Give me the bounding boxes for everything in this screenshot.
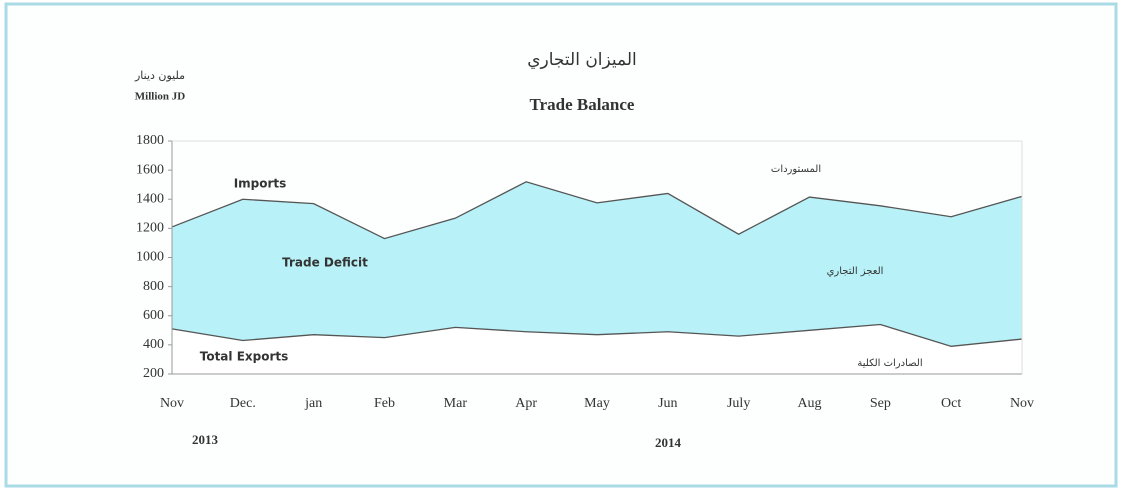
x-tick-label: Sep	[870, 396, 891, 411]
line	[171, 181, 1023, 240]
unit-label-ar: مليون دينار	[134, 69, 185, 82]
x-tick-label: Feb	[374, 396, 395, 411]
y-tick-label: 1600	[136, 162, 164, 177]
y-tick-label: 600	[143, 308, 164, 323]
x-tick-label: Mar	[444, 396, 468, 411]
annotation: Trade Deficit	[282, 256, 368, 270]
year-label: 2013	[192, 432, 219, 447]
x-tick-label: Nov	[1010, 396, 1034, 411]
y-tick-label: 800	[143, 279, 164, 294]
y-tick-label: 400	[143, 337, 164, 352]
chart-title: الميزان التجاري	[527, 50, 637, 70]
annotation: الصادرات الكلية	[857, 358, 922, 369]
x-tick-label: May	[584, 396, 610, 411]
x-tick-label: Aug	[797, 396, 821, 411]
y-tick-label: 1000	[136, 250, 164, 265]
x-tick-label: Apr	[515, 396, 537, 411]
chart-subtitle: Trade Balance	[530, 95, 635, 114]
y-tick-label: 1200	[136, 221, 164, 236]
area	[172, 324, 1022, 374]
x-tick-label: Nov	[160, 396, 184, 411]
y-tick-label: 1800	[136, 133, 164, 148]
y-tick-label: 1400	[136, 191, 164, 206]
unit-label: Million JD	[135, 91, 185, 103]
x-tick-label: jan	[304, 396, 322, 411]
x-tick-label: Oct	[941, 396, 961, 411]
area	[172, 181, 1022, 374]
series-label: Imports	[234, 177, 287, 191]
x-tick-label: Dec.	[230, 396, 256, 411]
series-label: Total Exports	[200, 350, 289, 364]
annotation: العجز التجاري	[827, 266, 884, 277]
line	[171, 323, 1023, 347]
year-label: 2014	[655, 435, 682, 450]
annotation: المستوردات	[771, 164, 821, 175]
x-tick-label: Jun	[658, 396, 677, 411]
x-tick-label: July	[727, 396, 750, 411]
y-tick-label: 200	[143, 366, 164, 381]
